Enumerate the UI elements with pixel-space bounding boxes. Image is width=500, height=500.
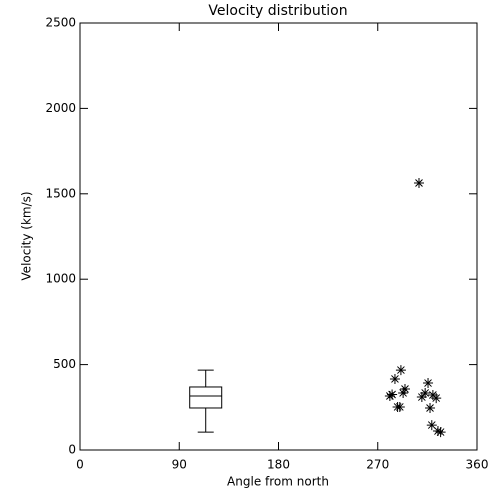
x-tick-label: 0 — [76, 458, 84, 472]
x-tick-label: 360 — [466, 458, 489, 472]
point — [432, 426, 443, 437]
y-tick-label: 2500 — [45, 16, 76, 30]
y-tick-label: 1000 — [45, 272, 76, 286]
point — [431, 393, 442, 404]
y-tick-label: 1500 — [45, 186, 76, 200]
point — [413, 178, 424, 189]
point — [423, 378, 434, 389]
y-axis-label: Velocity (km/s) — [20, 191, 34, 280]
x-axis-label: Angle from north — [227, 475, 329, 489]
y-tick-label: 2000 — [45, 101, 76, 115]
plot-frame — [79, 22, 478, 451]
x-tick-label: 180 — [267, 458, 290, 472]
point — [399, 384, 410, 395]
point — [387, 389, 398, 400]
point — [398, 387, 409, 398]
point — [425, 402, 436, 413]
x-tick-label: 90 — [172, 458, 187, 472]
point — [395, 365, 406, 376]
point — [416, 392, 427, 403]
point — [389, 373, 400, 384]
point — [394, 401, 405, 412]
point — [426, 420, 437, 431]
chart-title: Velocity distribution — [208, 3, 347, 19]
point — [435, 427, 446, 438]
y-tick-label: 500 — [53, 357, 76, 371]
x-tick-label: 270 — [366, 458, 389, 472]
y-tick-label: 0 — [68, 443, 76, 457]
point — [420, 387, 431, 398]
box — [189, 386, 223, 409]
